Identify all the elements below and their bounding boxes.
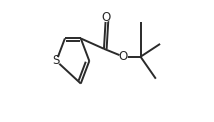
Text: O: O [101, 11, 110, 24]
Text: O: O [119, 50, 128, 63]
Text: S: S [53, 55, 60, 67]
Circle shape [120, 53, 127, 60]
Circle shape [53, 58, 60, 64]
Circle shape [102, 14, 109, 21]
